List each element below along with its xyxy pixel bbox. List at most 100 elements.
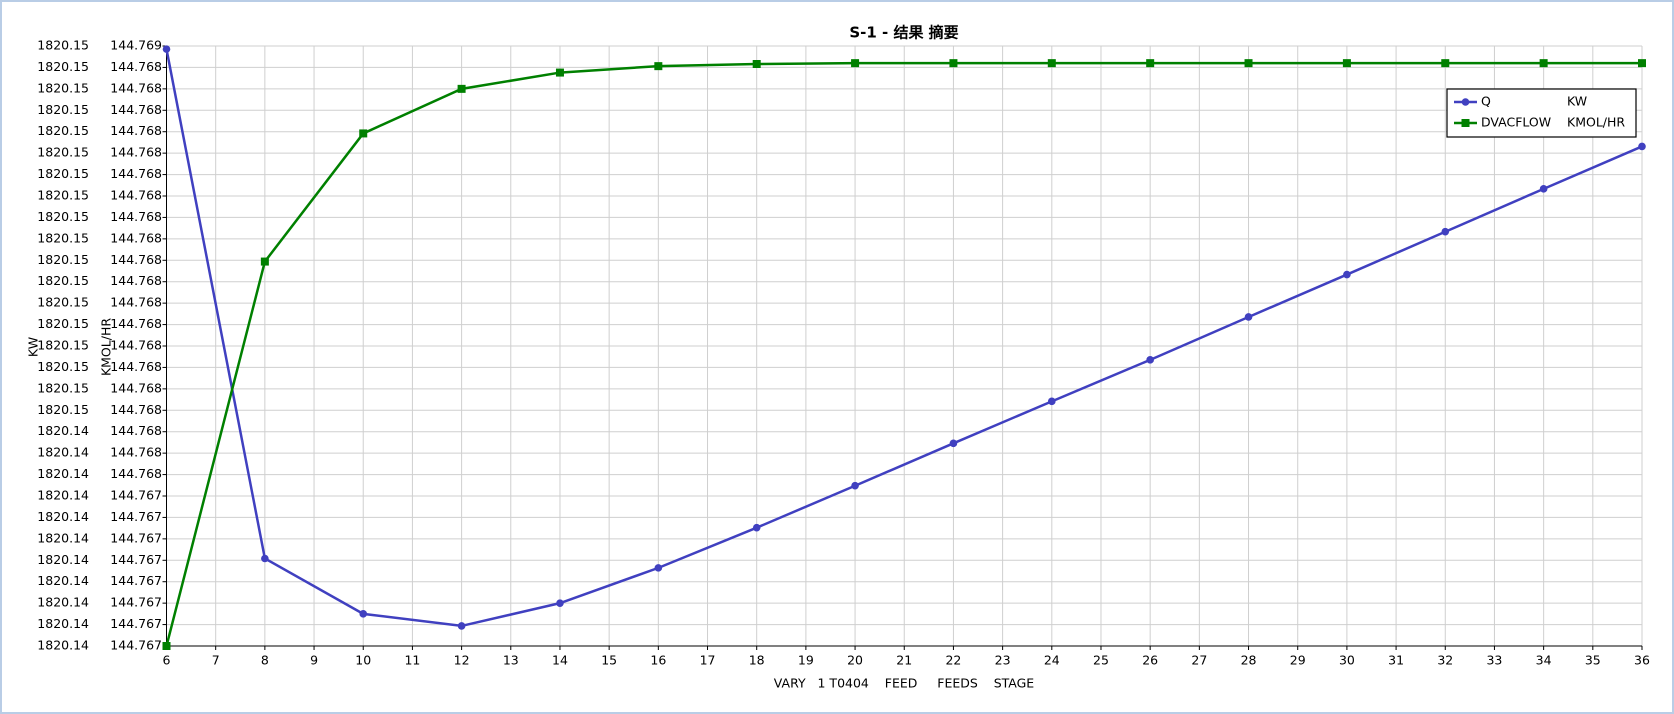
legend-unit: KMOL/HR <box>1567 115 1625 130</box>
data-point <box>1441 59 1450 68</box>
data-point <box>162 45 171 53</box>
x-tick-label: 15 <box>601 653 617 668</box>
y2-axis-label: KMOL/HR <box>99 318 114 376</box>
y-tick-label: 1820.15 <box>37 380 89 395</box>
y2-tick-label: 144.767 <box>110 552 162 567</box>
data-point <box>1539 185 1548 193</box>
data-point <box>1244 313 1253 321</box>
y-tick-label: 1820.15 <box>37 252 89 267</box>
x-tick-label: 10 <box>355 653 371 668</box>
legend-unit: KW <box>1567 94 1587 109</box>
y2-tick-label: 144.768 <box>110 338 162 353</box>
data-point <box>654 62 663 71</box>
data-point <box>654 564 663 572</box>
data-point <box>752 523 761 532</box>
y2-tick-label: 144.768 <box>110 423 162 438</box>
y2-tick-label: 144.769 <box>110 38 162 53</box>
y-tick-label: 1820.14 <box>37 616 89 631</box>
x-tick-label: 16 <box>650 653 666 668</box>
data-point <box>752 60 761 68</box>
x-tick-label: 33 <box>1486 653 1502 668</box>
data-point <box>1146 356 1154 364</box>
y2-tick-label: 144.768 <box>110 273 162 288</box>
legend-label: Q <box>1481 94 1491 109</box>
legend-swatch-marker <box>1461 119 1470 127</box>
x-tick-label: 19 <box>798 653 814 668</box>
y2-tick-label: 144.768 <box>110 380 162 395</box>
data-point <box>1244 59 1253 68</box>
data-point <box>949 59 958 68</box>
grid <box>166 45 1643 647</box>
y-tick-label: 1820.15 <box>37 188 89 203</box>
y2-tick-label: 144.768 <box>110 316 162 331</box>
chart-title: S-1 - 结果 摘要 <box>849 24 958 42</box>
y2-tick-label: 144.767 <box>110 530 162 545</box>
data-point <box>1638 142 1646 151</box>
x-tick-label: 22 <box>945 653 961 668</box>
y-tick-label: 1820.14 <box>37 509 89 524</box>
y-tick-label: 1820.15 <box>37 123 89 138</box>
series-line <box>165 61 1642 647</box>
y-tick-label: 1820.14 <box>37 573 89 588</box>
x-axis-label: VARY 1 T0404 FEED FEEDS STAGE <box>774 676 1035 691</box>
y-tick-label: 1820.15 <box>37 166 89 181</box>
data-point <box>555 68 564 77</box>
y-tick-label: 1820.15 <box>37 209 89 224</box>
y2-tick-label: 144.767 <box>110 488 162 503</box>
y2-tick-label: 144.768 <box>110 402 162 417</box>
data-point <box>457 622 466 630</box>
y2-tick-label: 144.768 <box>110 209 162 224</box>
x-tick-label: 27 <box>1191 653 1207 668</box>
x-tick-label: 8 <box>261 653 269 668</box>
x-tick-label: 29 <box>1290 653 1306 668</box>
y-axis-label: KW <box>26 337 41 357</box>
y2-tick-label: 144.768 <box>110 445 162 460</box>
x-tick-label: 34 <box>1536 653 1552 668</box>
x-tick-label: 28 <box>1241 653 1257 668</box>
data-point <box>359 129 368 138</box>
y-tick-label: 1820.15 <box>37 230 89 245</box>
data-point <box>260 257 269 266</box>
x-tick-label: 12 <box>454 653 470 668</box>
x-tick-label: 31 <box>1388 653 1404 668</box>
data-point <box>1343 270 1351 279</box>
y2-tick-label: 144.768 <box>110 80 162 95</box>
y2-tick-label: 144.768 <box>110 123 162 138</box>
x-tick-label: 32 <box>1437 653 1453 668</box>
x-tick-label: 17 <box>700 653 716 668</box>
x-tick-label: 20 <box>847 653 863 668</box>
x-tick-label: 7 <box>212 653 220 668</box>
y2-tick-label: 144.768 <box>110 252 162 267</box>
x-tick-label: 26 <box>1142 653 1158 668</box>
y-tick-label: 1820.14 <box>37 488 89 503</box>
data-point <box>1146 59 1155 68</box>
y2-tick-label: 144.768 <box>110 145 162 160</box>
data-point <box>851 481 859 490</box>
x-tick-label: 23 <box>995 653 1011 668</box>
y-tick-label: 1820.14 <box>37 638 89 653</box>
y2-tick-label: 144.768 <box>110 359 162 374</box>
legend-box <box>1446 88 1637 138</box>
y-tick-label: 1820.14 <box>37 595 89 610</box>
legend: Q KW DVACFLOW KMOL/HR <box>1446 88 1637 138</box>
y-tick-label: 1820.15 <box>37 80 89 95</box>
y-tick-label: 1820.14 <box>37 552 89 567</box>
y-tick-label: 1820.15 <box>37 295 89 310</box>
x-tick-label: 24 <box>1044 653 1060 668</box>
data-point <box>556 599 564 607</box>
y2-tick-label: 144.767 <box>110 573 162 588</box>
data-point <box>1441 227 1450 236</box>
y-tick-label: 1820.14 <box>37 445 89 460</box>
x-tick-label: 18 <box>749 653 765 668</box>
y-tick-label: 1820.14 <box>37 466 89 481</box>
data-point <box>457 84 466 93</box>
y-tick-label: 1820.15 <box>37 145 89 160</box>
x-tick-label: 35 <box>1585 653 1601 668</box>
y2-tick-label: 144.768 <box>110 59 162 74</box>
x-tick-label: 21 <box>896 653 912 668</box>
y-tick-label: 1820.14 <box>37 423 89 438</box>
legend-label: DVACFLOW <box>1481 115 1551 130</box>
x-tick-label: 9 <box>310 653 318 668</box>
